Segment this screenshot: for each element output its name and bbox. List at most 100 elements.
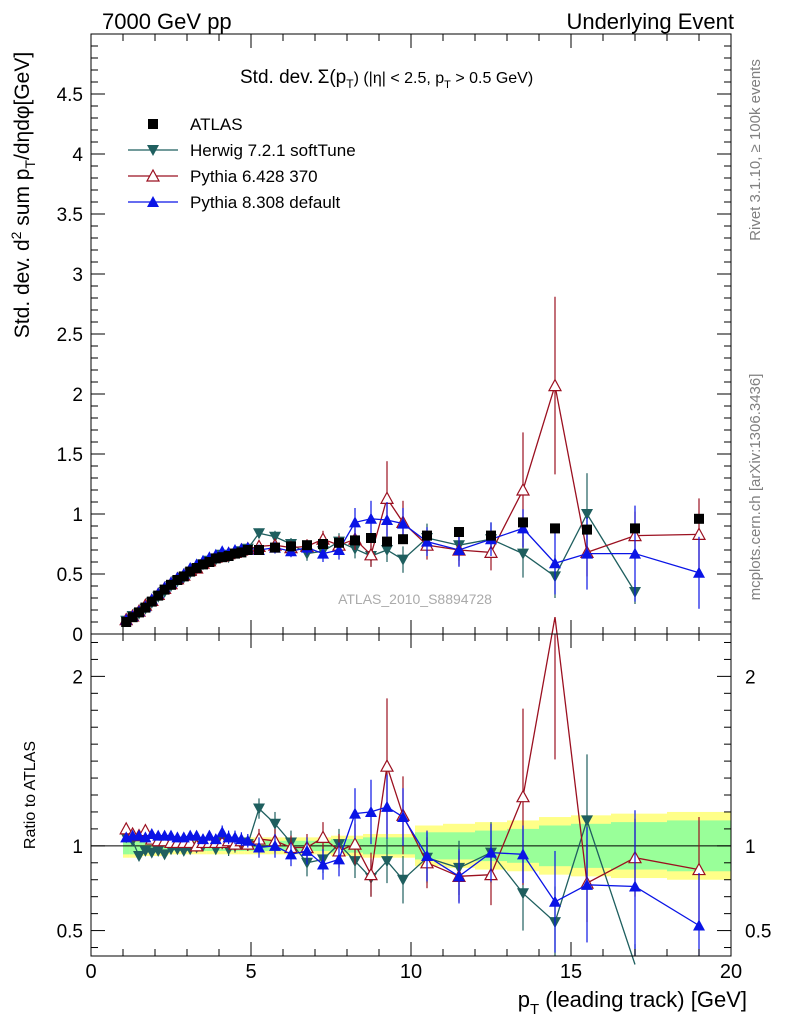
main-herwig-7-2-1-softtune-point [253,528,265,540]
ratio-herwig-7-2-1-softtune-point [269,818,281,830]
main-atlas-point [127,612,138,623]
ratio-pythia-8-308-default-point [349,807,361,819]
ratio-pythia-6-428-370-point [315,830,331,843]
main-pythia-8-308-default-point [629,547,641,559]
main-pythia-8-308-default-point [453,544,465,555]
main-atlas-point [159,584,170,595]
main-atlas-point [236,547,247,558]
ratio-pythia-8-308-default-point [285,848,297,860]
main-pythia-8-308-default-point [333,544,345,555]
ratio-pythia-8-308-default-point [301,844,313,856]
ratio-panel-axes: 0.5 0.51 12 20 5 10 15 20 [57,634,771,983]
main-atlas-point [230,548,240,559]
main-atlas-point [140,602,151,613]
main-pythia-8-308-default-point [549,557,561,569]
ratio-pythia-6-428-370-point [515,789,531,803]
main-pythia-6-428-370-point [547,378,563,392]
legend-pythia-8-308-default-swatch-marker [147,196,159,207]
main-atlas-point [518,517,528,528]
x-tick-label: 20 [720,961,742,983]
main-atlas-point [178,571,189,582]
main-pythia-6-428-370-point [379,491,395,504]
ratio-pythia-8-308-default-point [381,800,393,812]
ratio-pythia-8-308-default-point [216,826,229,838]
main-atlas-point [121,617,132,627]
main-pythia-8-308-default-point [693,566,705,578]
legend-pythia-6-428-370-swatch-marker [145,168,161,182]
ratio-pythia-8-308-default-point [549,895,561,907]
ratio-pythia-8-308-default-series [120,774,705,956]
main-atlas-point [454,527,464,537]
main-y-tick-label: 3.5 [57,205,83,226]
main-herwig-7-2-1-softtune-point [581,509,593,520]
x-tick-label: 15 [560,961,582,983]
main-atlas-point [694,513,704,524]
main-pythia-8-308-default-point [421,535,433,547]
ratio-pythia-8-308-default-point [253,841,265,853]
main-y-tick-label: 4 [72,145,83,166]
x-tick-label: 5 [245,961,256,983]
main-pythia-6-428-370-line [125,385,700,621]
ratio-pythia-8-308-default-point [269,839,281,851]
x-tick-label: 0 [85,961,96,983]
ratio-pythia-8-308-default-point [397,811,409,823]
main-y-tick-label: 3 [72,265,83,286]
legend-atlas-label: ATLAS [190,115,243,134]
ratio-herwig-7-2-1-softtune-point [581,815,593,827]
main-pythia-8-308-default-point [381,514,393,525]
main-panel-axes: 0 0.5 1 1.5 2 2.5 3 3.5 4 4.5 [57,33,732,646]
mcplots-reference-label: mcplots.cern.ch [arXiv:1306.3436] [747,374,764,601]
header-right-label: Underlying Event [566,9,734,34]
main-pythia-8-308-default-point [349,516,361,528]
ratio-pythia-8-308-default-point [197,833,209,845]
main-pythia-8-308-default-point [581,547,593,559]
main-pythia-8-308-default-point [517,522,529,534]
main-y-tick-label: 0.5 [57,565,83,586]
ratio-y-tick-label-right: 1 [745,837,756,858]
main-atlas-point [286,541,296,552]
main-panel-series [119,296,707,627]
ratio-pythia-8-308-default-point [203,829,216,841]
main-pythia-6-428-370-series [119,296,707,626]
main-atlas-point [191,563,202,573]
main-atlas-point [185,566,196,577]
ratio-pythia-8-308-default-point [241,834,254,846]
ratio-pythia-8-308-default-point [517,848,529,860]
main-y-tick-label: 1 [72,505,83,526]
main-y-tick-label: 2 [72,385,83,406]
ratio-pythia-8-308-default-point [453,870,465,882]
ratio-herwig-7-2-1-softtune-point [152,845,165,857]
analysis-watermark: ATLAS_2010_S8894728 [338,591,492,607]
x-axis-label: pT (leading track) [GeV] [518,987,747,1018]
ratio-herwig-7-2-1-softtune-point [381,856,393,868]
legend-herwig-7-2-1-softtune-label: Herwig 7.2.1 softTune [190,141,356,160]
main-atlas-point [172,575,183,585]
main-atlas-point [134,607,144,618]
main-atlas-point [382,536,392,547]
main-atlas-point [318,539,328,549]
main-atlas-point [582,524,592,535]
main-atlas-point [242,545,253,555]
rivet-version-label: Rivet 3.1.10, ≥ 100k events [747,59,764,241]
ratio-pythia-8-308-default-point [209,833,222,845]
main-atlas-point [223,551,234,561]
ratio-pythia-8-308-default-point [629,880,641,892]
legend-pythia-6-428-370-label: Pythia 6.428 370 [190,167,318,186]
ratio-pythia-8-308-default-point [485,846,497,858]
ratio-herwig-7-2-1-softtune-point [133,851,145,863]
header-left-label: 7000 GeV pp [102,9,232,34]
main-herwig-7-2-1-softtune-point [397,554,409,566]
main-y-tick-label: 4.5 [57,85,83,106]
main-atlas-point [302,540,312,551]
ratio-y-axis-label: Ratio to ATLAS [22,741,39,849]
main-y-axis-label: Std. dev. d2 sum pT/dηdφ[GeV] [8,52,38,338]
legend-atlas-swatch-marker [148,119,158,129]
ratio-y-tick-label: 0.5 [57,922,83,943]
main-atlas-point [486,530,496,541]
main-atlas-point [270,542,280,553]
ratio-pythia-8-308-default-point [365,805,377,817]
ratio-y-tick-label: 1 [72,837,83,858]
ratio-pythia-8-308-default-point [333,853,345,865]
ratio-pythia-8-308-default-point [693,919,705,931]
